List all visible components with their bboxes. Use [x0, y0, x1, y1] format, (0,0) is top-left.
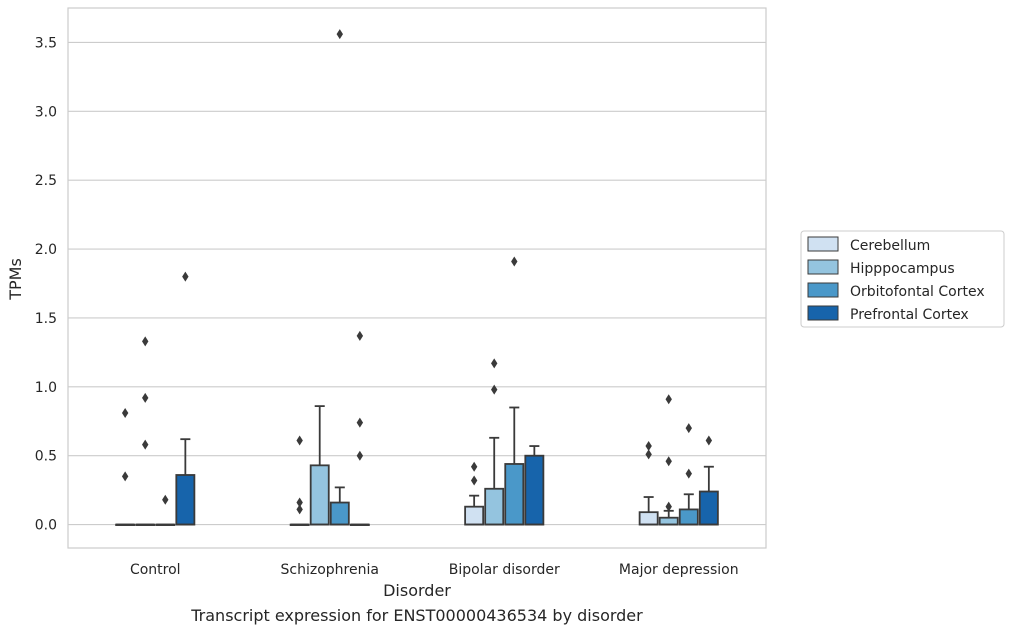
outlier-point — [356, 330, 364, 341]
outlier-point — [705, 435, 713, 446]
y-tick-labels: 0.0 0.5 1.0 1.5 2.0 2.5 3.0 3.5 — [35, 35, 57, 533]
outlier-point — [142, 336, 149, 347]
outlier-point — [142, 392, 149, 403]
box-hipppocampus — [309, 405, 330, 526]
box-body — [309, 464, 330, 526]
x-tick-label: Major depression — [619, 562, 739, 578]
box-body — [524, 454, 545, 526]
outlier-point — [665, 394, 672, 405]
box-hipppocampus — [484, 436, 505, 526]
outlier-point — [685, 468, 692, 479]
legend-swatch — [807, 259, 839, 275]
box-orbitofontal-cortex — [504, 406, 525, 526]
y-tick-label: 1.0 — [35, 380, 57, 396]
box-body — [658, 516, 679, 526]
y-tick-label: 2.5 — [35, 173, 57, 189]
outlier-point — [645, 441, 652, 452]
legend-swatch — [807, 282, 839, 298]
box-prefrontal-cortex — [175, 438, 196, 526]
box-body — [638, 511, 659, 526]
legend-label: Cerebellum — [850, 238, 930, 254]
box-body — [464, 505, 485, 526]
box-cerebellum — [115, 523, 136, 526]
outlier-point — [491, 384, 498, 395]
outlier-point — [685, 423, 692, 434]
box-hipppocampus — [658, 509, 679, 526]
outlier-point — [162, 494, 169, 505]
outlier-point — [296, 435, 303, 446]
legend-swatch — [807, 305, 839, 321]
outlier-point — [296, 497, 303, 508]
y-tick-label: 3.0 — [35, 104, 57, 120]
outlier-point — [470, 461, 478, 472]
outlier-point — [356, 417, 364, 428]
box-prefrontal-cortex — [524, 445, 545, 526]
box-layer — [115, 405, 719, 526]
box-prefrontal-cortex — [698, 465, 719, 526]
box-orbitofontal-cortex — [678, 493, 699, 526]
legend-swatch — [807, 236, 839, 252]
outlier-point — [511, 256, 518, 267]
legend-label: Orbitofontal Cortex — [850, 284, 985, 300]
legend-label: Hipppocampus — [850, 261, 955, 277]
box-cerebellum — [464, 494, 485, 526]
box-body — [175, 474, 196, 526]
outlier-point — [142, 439, 149, 450]
y-tick-label: 0.0 — [35, 518, 57, 534]
box-hipppocampus — [135, 523, 156, 526]
outlier-point — [491, 358, 498, 369]
y-tick-label: 3.5 — [35, 35, 57, 51]
outlier-point — [665, 501, 672, 512]
grid-layer — [68, 41, 766, 526]
legend-label: Prefrontal Cortex — [850, 307, 969, 323]
y-tick-label: 0.5 — [35, 449, 57, 465]
box-cerebellum — [638, 496, 659, 526]
box-body — [678, 508, 699, 526]
x-tick-labels: Control Schizophrenia Bipolar disorder Majo… — [130, 562, 739, 578]
y-tick-label: 2.0 — [35, 242, 57, 258]
figure-caption: Transcript expression for ENST0000043653… — [191, 606, 643, 625]
box-body — [484, 487, 505, 526]
outlier-point — [296, 504, 303, 515]
outlier-point — [356, 450, 364, 461]
outlier-point — [121, 408, 129, 418]
x-tick-label: Schizophrenia — [281, 562, 379, 578]
outlier-point — [470, 475, 478, 486]
legend-frame — [800, 230, 1005, 328]
x-tick-label: Control — [130, 562, 181, 578]
outlier-layer — [121, 29, 713, 515]
x-axis-label: Disorder — [383, 581, 451, 600]
outlier-point — [665, 456, 672, 467]
box-orbitofontal-cortex — [155, 523, 176, 526]
y-tick-label: 1.5 — [35, 311, 57, 327]
outlier-point — [336, 29, 343, 40]
box-body — [504, 463, 525, 526]
box-body — [698, 490, 719, 526]
box-cerebellum — [289, 523, 310, 526]
box-prefrontal-cortex — [349, 523, 370, 526]
x-tick-label: Bipolar disorder — [449, 562, 560, 578]
outlier-point — [645, 449, 652, 460]
legend-items: Cerebellum Hipppocampus Orbitofontal Corte… — [807, 236, 985, 323]
plot-frame — [67, 7, 767, 549]
outlier-point — [121, 471, 129, 482]
box-body — [329, 501, 350, 526]
legend: Cerebellum Hipppocampus Orbitofontal Corte… — [800, 230, 1005, 328]
outlier-point — [182, 271, 189, 282]
y-axis-label: TPMs — [6, 258, 25, 301]
box-orbitofontal-cortex — [329, 486, 350, 526]
